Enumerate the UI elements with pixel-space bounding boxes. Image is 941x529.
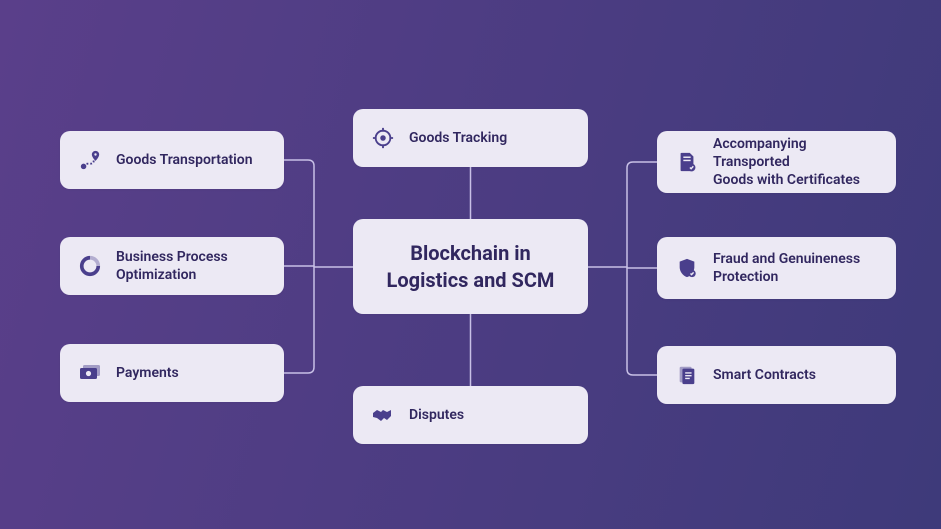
node-center: Blockchain inLogistics and SCM	[353, 219, 588, 314]
target-icon	[371, 126, 395, 150]
handshake-icon	[371, 403, 395, 427]
node-label: Accompanying TransportedGoods with Certi…	[713, 135, 878, 190]
node-label: Blockchain inLogistics and SCM	[387, 240, 555, 294]
node-label: Payments	[116, 364, 179, 382]
node-disputes: Disputes	[353, 386, 588, 444]
node-certificates: Accompanying TransportedGoods with Certi…	[657, 131, 896, 193]
node-label: Fraud and GenuinenessProtection	[713, 250, 860, 286]
node-label: Business ProcessOptimization	[116, 248, 228, 284]
shield-icon	[675, 256, 699, 280]
node-smart-contracts: Smart Contracts	[657, 346, 896, 404]
node-business-process-opt: Business ProcessOptimization	[60, 237, 284, 295]
node-fraud-protect: Fraud and GenuinenessProtection	[657, 237, 896, 299]
diagram-canvas: Blockchain inLogistics and SCM Goods Trac…	[0, 0, 941, 529]
contract-icon	[675, 363, 699, 387]
cash-icon	[78, 361, 102, 385]
route-icon	[78, 148, 102, 172]
node-label: Disputes	[409, 406, 464, 424]
node-goods-transportation: Goods Transportation	[60, 131, 284, 189]
node-label: Goods Transportation	[116, 151, 253, 169]
node-label: Smart Contracts	[713, 366, 816, 384]
node-goods-tracking: Goods Tracking	[353, 109, 588, 167]
node-label: Goods Tracking	[409, 129, 507, 147]
donut-icon	[78, 254, 102, 278]
cert-icon	[675, 150, 699, 174]
node-payments: Payments	[60, 344, 284, 402]
